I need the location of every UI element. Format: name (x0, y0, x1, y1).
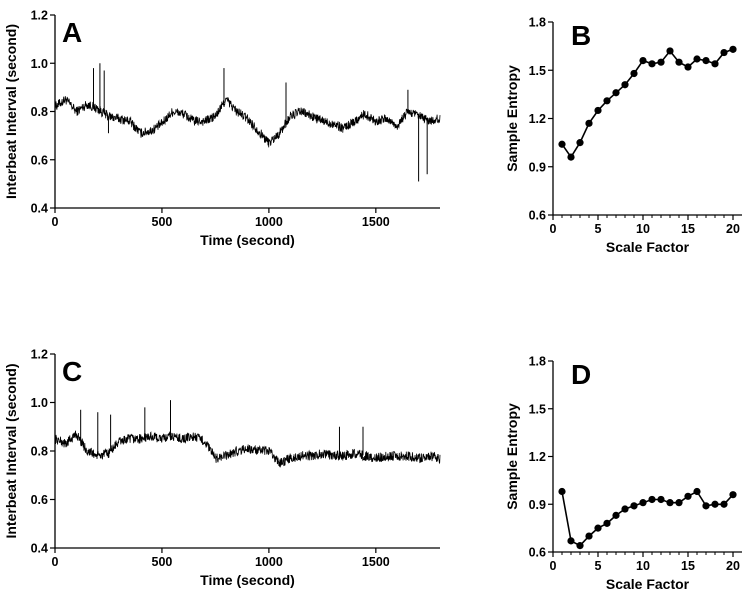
y-tick-label: 0.8 (31, 105, 48, 119)
y-tick-label: 1.2 (529, 112, 546, 126)
x-tick-label: 20 (726, 222, 740, 236)
data-point (567, 537, 575, 545)
data-point (666, 499, 674, 507)
x-axis-label: Time (second) (200, 232, 295, 248)
y-axis-label: Sample Entropy (504, 65, 520, 172)
data-point (630, 69, 638, 78)
data-point (639, 57, 647, 65)
data-point (594, 524, 602, 532)
x-tick-label: 15 (681, 222, 695, 236)
y-tick-label: 0.4 (31, 542, 48, 556)
x-tick-label: 1000 (255, 555, 283, 569)
y-tick-label: 1.8 (529, 16, 546, 30)
panel-c: 0.4 0.6 0.8 1.0 1.2 0 500 1000 1500 Time (second)… (3, 348, 441, 588)
data-point (720, 500, 728, 508)
data-point (693, 487, 701, 496)
data-point (621, 81, 629, 89)
data-point (675, 499, 683, 507)
data-point (558, 140, 566, 148)
data-point (603, 519, 611, 527)
data-point (576, 542, 584, 550)
y-tick-label: 1.5 (529, 402, 546, 416)
x-tick-label: 500 (152, 215, 173, 229)
data-point (675, 58, 683, 66)
x-axis-label: Scale Factor (606, 239, 690, 255)
data-point (666, 47, 674, 55)
y-tick-label: 0.4 (31, 202, 48, 216)
data-point (657, 58, 665, 66)
panel-label: A (62, 17, 82, 48)
panel-label: D (571, 359, 591, 390)
data-point (702, 57, 710, 65)
series-line (561, 48, 734, 159)
data-point (729, 491, 737, 499)
y-tick-label: 0.9 (529, 160, 546, 174)
panel-b: 0.6 0.9 1.2 1.5 1.8 0 5 10 15 20 Scale Factor Sampl… (504, 16, 742, 255)
data-point (630, 502, 638, 510)
x-tick-label: 10 (636, 222, 650, 236)
series-line (54, 430, 441, 468)
x-tick-label: 0 (52, 215, 59, 229)
y-tick-label: 1.0 (31, 57, 48, 71)
x-axis-label: Scale Factor (606, 576, 690, 592)
data-point (603, 97, 611, 105)
x-tick-label: 5 (595, 222, 602, 236)
y-tick-label: 1.2 (529, 450, 546, 464)
x-axis-label: Time (second) (200, 572, 295, 588)
panel-a: 0.4 0.6 0.8 1.0 1.2 0 500 1000 1500 Time (second)… (3, 9, 441, 248)
y-tick-label: 1.8 (529, 355, 546, 369)
x-tick-label: 10 (636, 559, 650, 573)
y-tick-label: 0.6 (529, 546, 546, 560)
x-tick-label: 1500 (362, 215, 390, 229)
x-tick-label: 1000 (255, 215, 283, 229)
data-point (684, 63, 692, 71)
panel-label: B (571, 20, 591, 51)
x-tick-label: 20 (726, 559, 740, 573)
data-point (648, 495, 656, 504)
data-point (693, 55, 701, 63)
y-tick-label: 0.6 (529, 209, 546, 223)
panel-label: C (62, 356, 82, 387)
data-point (657, 495, 665, 504)
x-tick-label: 0 (52, 555, 59, 569)
panel-d: 0.6 0.9 1.2 1.5 1.8 0 5 10 15 20 Scale Factor Sampl… (504, 355, 742, 592)
y-tick-label: 1.5 (529, 64, 546, 78)
data-point (576, 139, 584, 147)
data-point (639, 499, 647, 507)
data-point (585, 119, 593, 127)
series-line (54, 96, 441, 148)
y-tick-label: 0.6 (31, 153, 48, 167)
data-point (702, 502, 710, 510)
x-tick-label: 1500 (362, 555, 390, 569)
x-tick-label: 5 (595, 559, 602, 573)
y-tick-label: 0.9 (529, 498, 546, 512)
data-point (585, 532, 593, 540)
data-point (648, 60, 656, 68)
data-point (621, 505, 629, 513)
data-point (612, 511, 620, 519)
data-point (684, 492, 692, 500)
data-point (729, 45, 737, 53)
y-axis-label: Interbeat Interval (second) (3, 363, 19, 538)
data-point (594, 106, 602, 115)
x-tick-label: 500 (152, 555, 173, 569)
data-point (558, 487, 566, 496)
data-point (711, 500, 719, 508)
data-point (612, 89, 620, 97)
data-point (720, 48, 728, 57)
data-point (567, 153, 575, 161)
y-tick-label: 0.6 (31, 493, 48, 507)
y-tick-label: 1.2 (31, 9, 48, 23)
y-tick-label: 0.8 (31, 445, 48, 459)
x-tick-label: 15 (681, 559, 695, 573)
y-axis-label: Sample Entropy (504, 403, 520, 510)
y-tick-label: 1.0 (31, 396, 48, 410)
y-tick-label: 1.2 (31, 348, 48, 362)
x-tick-label: 0 (550, 222, 557, 236)
data-point (711, 60, 719, 68)
x-tick-label: 0 (550, 559, 557, 573)
y-axis-label: Interbeat Interval (second) (3, 24, 19, 199)
